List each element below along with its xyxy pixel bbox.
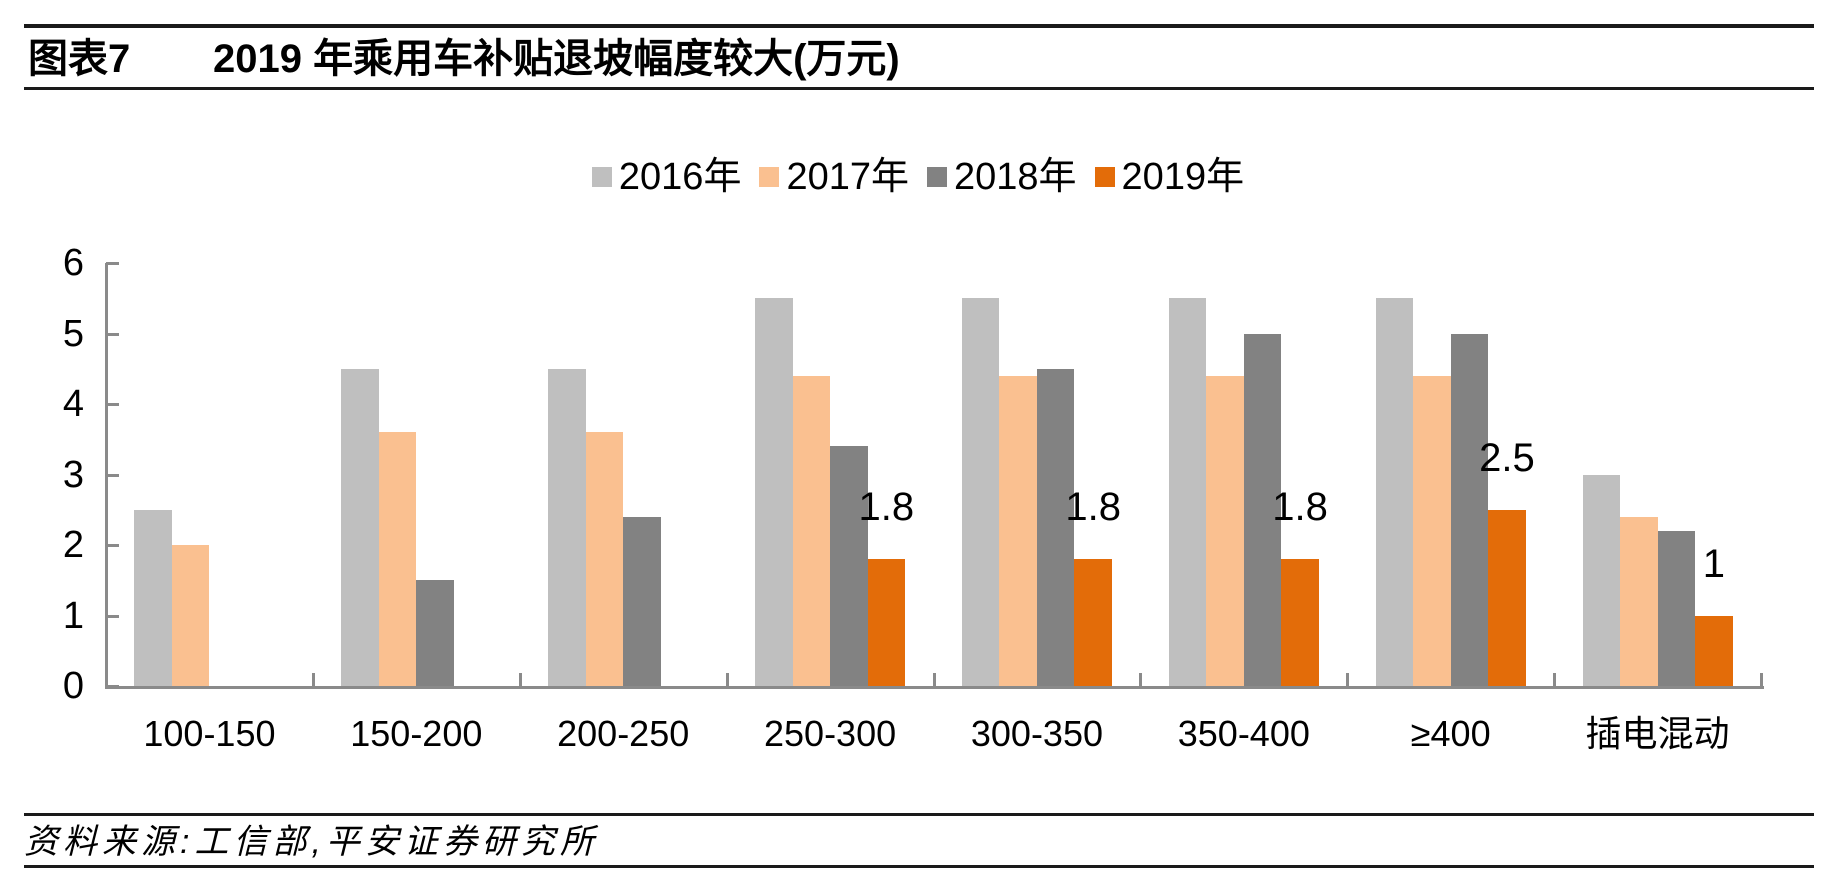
page-title: 2019 年乘用车补贴退坡幅度较大(万元) [213, 37, 900, 81]
y-axis-tick-mark [106, 473, 119, 477]
bar-2019年-≥400 [1488, 509, 1526, 686]
y-axis-tick-label: 0 [62, 665, 84, 707]
x-axis-tick-mark [105, 673, 108, 686]
bar-2018年-≥400 [1450, 333, 1489, 686]
data-source-note: 资料来源:工信部,平安证券研究所 [24, 823, 599, 861]
legend-swatch-icon [1094, 167, 1115, 187]
x-axis-line [105, 686, 1764, 689]
y-axis-tick-mark [106, 614, 119, 618]
bar-2018年-250-300 [830, 446, 868, 686]
x-axis-tick-mark [932, 673, 936, 686]
x-axis-tick-mark [518, 673, 522, 686]
data-label-2019年-250-300: 1.8 [858, 485, 915, 530]
source-rule-top [24, 813, 1814, 816]
x-axis-tick-mark [1760, 673, 1763, 686]
y-axis-tick-label: 1 [62, 594, 84, 637]
bar-2017年-≥400 [1413, 375, 1451, 686]
x-axis-tick-mark [1346, 673, 1350, 686]
bar-2019年-插电混动 [1695, 615, 1733, 686]
data-label-2019年-350-400: 1.8 [1272, 485, 1328, 530]
y-axis-tick-mark [106, 403, 119, 406]
y-axis-tick-mark [106, 544, 119, 547]
legend-item-2018年: 2018年 [927, 155, 1077, 199]
x-axis-category-label: 350-400 [1177, 713, 1310, 754]
legend-swatch-icon [591, 167, 612, 187]
bar-2018年-150-200 [416, 580, 454, 686]
bar-2017年-100-150 [171, 545, 210, 686]
bar-2016年-100-150 [134, 509, 172, 686]
x-axis-category-label: ≥400 [1410, 713, 1491, 754]
legend-item-2019年: 2019年 [1094, 155, 1245, 199]
x-axis-tick-mark [1553, 673, 1557, 686]
data-label-2019年-插电混动: 1 [1702, 541, 1725, 586]
bar-2016年-200-250 [548, 368, 586, 686]
legend-item-2016年: 2016年 [591, 155, 742, 199]
y-axis-tick-mark [106, 332, 119, 336]
chart-legend: 2016年 2017年 2018年 2019年 [0, 155, 1836, 199]
bar-2017年-300-350 [999, 375, 1037, 686]
y-axis-tick-label: 4 [62, 383, 84, 425]
bar-2017年-250-300 [792, 375, 831, 686]
legend-label: 2018年 [954, 156, 1077, 198]
bar-2017年-插电混动 [1620, 516, 1658, 686]
x-axis-category-label: 300-350 [970, 713, 1103, 754]
x-axis-tick-mark [311, 673, 315, 686]
bar-2018年-200-250 [623, 516, 661, 686]
bar-2016年-150-200 [341, 368, 379, 686]
y-axis-tick-label: 3 [62, 453, 84, 496]
data-label-2019年-≥400: 2.5 [1479, 435, 1535, 480]
y-axis-tick-label: 2 [62, 524, 84, 566]
legend-label: 2016年 [618, 156, 742, 198]
bar-2016年-300-350 [961, 298, 1000, 686]
x-axis-category-label: 插电混动 [1585, 713, 1730, 754]
data-label-2019年-300-350: 1.8 [1065, 485, 1121, 530]
bar-2017年-200-250 [585, 432, 624, 686]
bar-2019年-350-400 [1281, 559, 1319, 686]
x-axis-tick-mark [1139, 673, 1143, 686]
y-axis-tick-label: 6 [62, 242, 84, 284]
bar-2019年-250-300 [867, 559, 906, 686]
bar-2018年-350-400 [1243, 333, 1282, 686]
bar-2018年-插电混动 [1657, 530, 1696, 686]
legend-swatch-icon [759, 167, 780, 187]
bar-2018年-300-350 [1036, 368, 1075, 686]
title-rule-top [24, 24, 1814, 28]
bar-2016年-≥400 [1375, 298, 1414, 686]
x-axis-tick-mark [725, 673, 729, 686]
y-axis-line [105, 263, 108, 689]
source-rule-bottom [24, 865, 1814, 868]
legend-item-2017年: 2017年 [759, 155, 909, 199]
title-rule-bottom [24, 87, 1814, 90]
chart-header: 图表7 2019 年乘用车补贴退坡幅度较大(万元) [0, 38, 1836, 82]
legend-label: 2019年 [1121, 156, 1245, 198]
bar-2019年-300-350 [1074, 559, 1112, 686]
y-axis-tick-label: 5 [62, 312, 84, 355]
x-axis-category-label: 250-300 [764, 713, 897, 754]
bar-2016年-250-300 [755, 298, 793, 686]
figure-number-label: 图表7 [28, 37, 131, 81]
bar-2016年-350-400 [1168, 298, 1207, 686]
x-axis-category-label: 150-200 [350, 713, 483, 754]
bar-2016年-插电混动 [1582, 474, 1621, 686]
y-axis-tick-mark [106, 262, 119, 265]
x-axis-category-label: 200-250 [557, 713, 690, 754]
x-axis-category-label: 100-150 [143, 713, 276, 754]
bar-2017年-350-400 [1206, 375, 1244, 686]
legend-label: 2017年 [786, 156, 909, 198]
bar-2017年-150-200 [378, 432, 417, 686]
legend-swatch-icon [927, 167, 947, 187]
